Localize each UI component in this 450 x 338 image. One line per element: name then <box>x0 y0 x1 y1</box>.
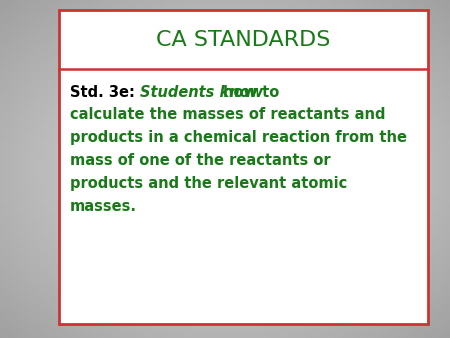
Text: mass of one of the reactants or: mass of one of the reactants or <box>70 153 330 168</box>
Text: Students know: Students know <box>140 84 263 99</box>
Text: Std. 3e:: Std. 3e: <box>70 84 135 99</box>
Text: masses.: masses. <box>70 199 137 214</box>
Text: CA STANDARDS: CA STANDARDS <box>156 30 330 50</box>
Text: products and the relevant atomic: products and the relevant atomic <box>70 176 347 191</box>
Text: calculate the masses of reactants and: calculate the masses of reactants and <box>70 107 385 122</box>
FancyBboxPatch shape <box>58 10 428 324</box>
Text: how to: how to <box>223 84 279 99</box>
Text: products in a chemical reaction from the: products in a chemical reaction from the <box>70 130 407 145</box>
